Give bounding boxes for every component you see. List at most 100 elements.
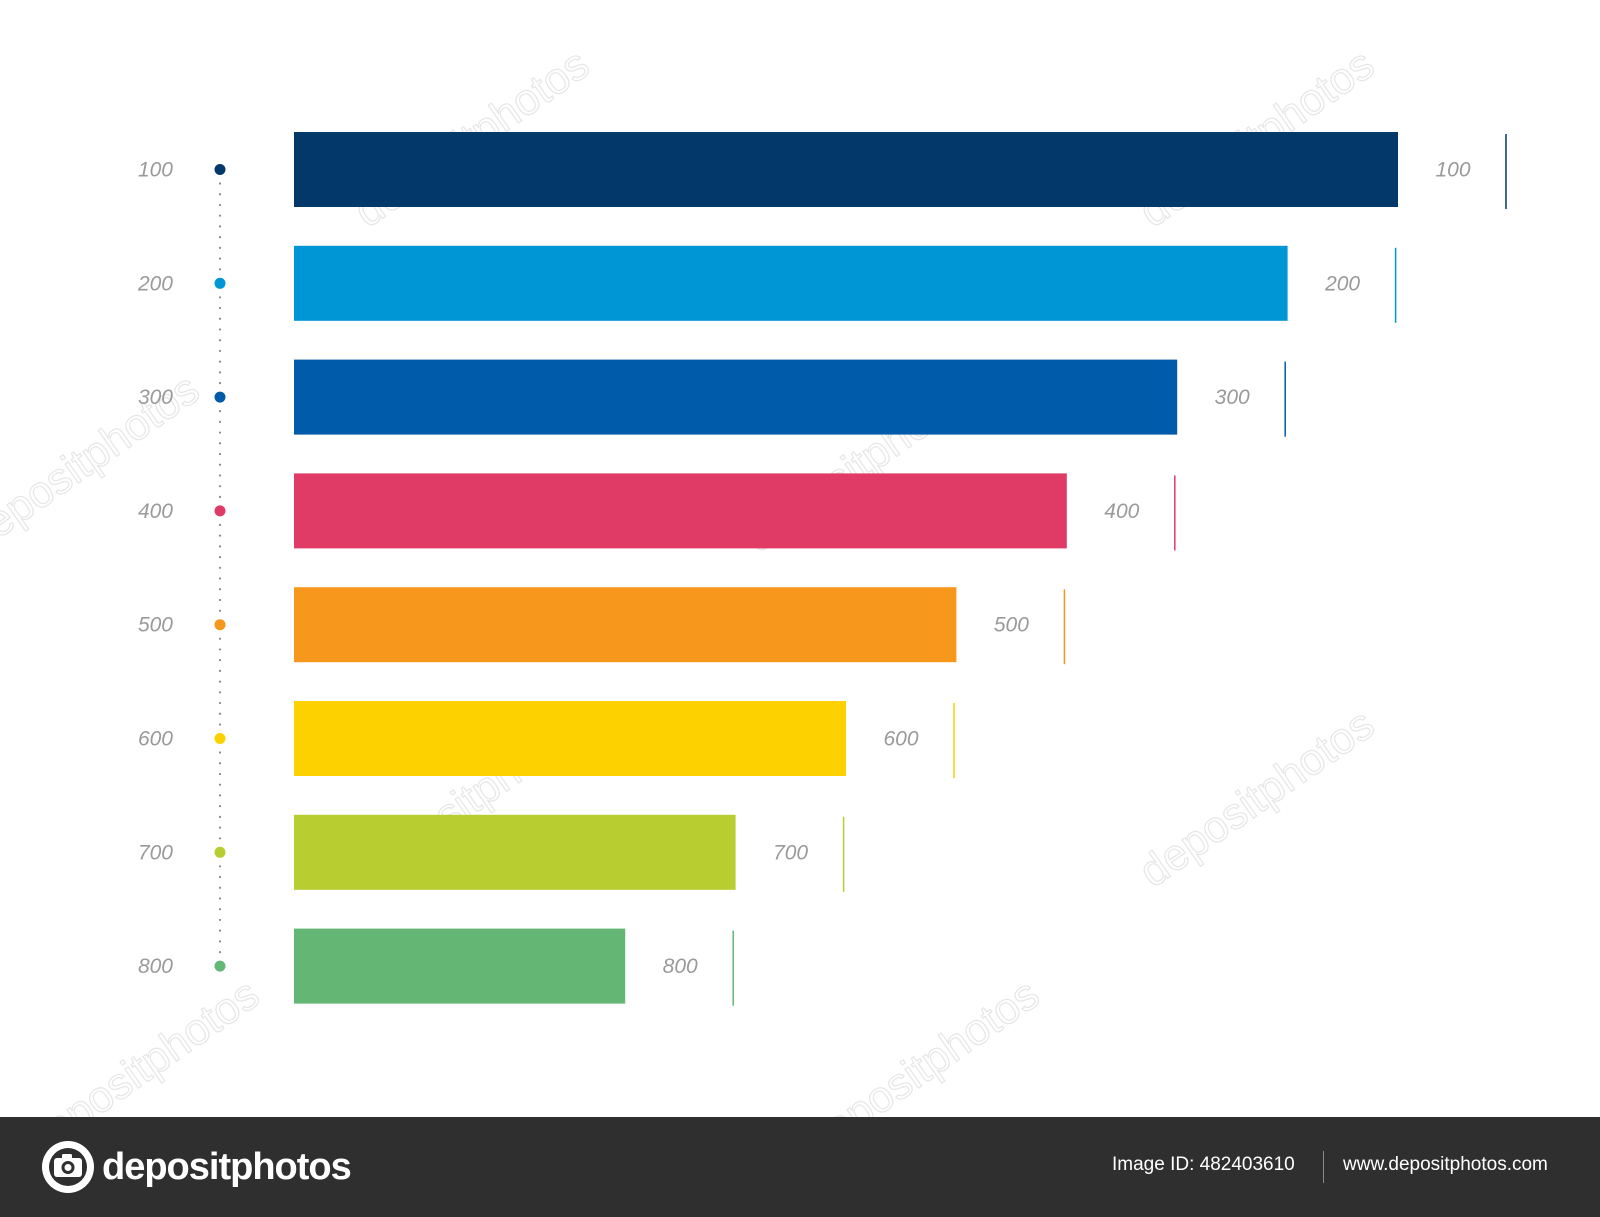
- bar-chart: depositphotos depositphotos depositphotos d…: [0, 39, 1507, 1117]
- category-label: 300: [138, 386, 173, 409]
- timeline-dot: [218, 783, 222, 786]
- site-url-link[interactable]: www.depositphotos.com: [1343, 1154, 1548, 1175]
- bar: [294, 701, 846, 776]
- timeline-dot: [218, 772, 222, 776]
- category-marker: [214, 277, 226, 289]
- timeline-dot: [218, 420, 222, 423]
- timeline-dot: [218, 349, 222, 353]
- timeline-dot: [218, 268, 222, 271]
- timeline-dot: [218, 609, 222, 612]
- timeline-dot: [218, 474, 222, 477]
- footer-bar: depositphotos Image ID: 482403610 www.de…: [0, 1117, 1600, 1217]
- timeline-dot: [218, 837, 222, 840]
- timeline-dot: [218, 452, 222, 456]
- timeline-dot: [218, 545, 222, 548]
- timeline-dot: [218, 257, 222, 260]
- timeline-dot: [218, 431, 222, 434]
- image-id-text: Image ID: 482403610: [1112, 1154, 1295, 1175]
- timeline-dot: [218, 371, 222, 374]
- bar: [294, 587, 957, 663]
- timeline-dot: [218, 701, 222, 705]
- category-marker: [214, 733, 226, 744]
- timeline-dot: [218, 203, 222, 207]
- bar: [294, 359, 1178, 435]
- timeline-dot: [218, 193, 222, 196]
- timeline-dot: [218, 598, 222, 602]
- value-label: 300: [1215, 386, 1250, 409]
- timeline-dot: [218, 410, 222, 413]
- timeline-dot: [218, 296, 222, 299]
- timeline-dot: [218, 805, 222, 808]
- bar: [294, 245, 1288, 321]
- timeline-dot: [218, 659, 222, 662]
- value-label: 800: [663, 955, 698, 978]
- timeline-dot: [218, 523, 222, 527]
- timeline-dot: [218, 648, 222, 651]
- timeline-dot: [218, 577, 222, 580]
- timeline-dot: [218, 723, 222, 726]
- value-label: 600: [883, 728, 918, 751]
- watermark-text: depositphotos: [15, 969, 268, 1117]
- timeline-dot: [218, 637, 222, 640]
- value-label: 700: [773, 841, 808, 864]
- timeline-dot: [218, 534, 222, 537]
- timeline-dot: [218, 918, 222, 922]
- watermark-text: depositphotos: [795, 969, 1048, 1117]
- timeline-dot: [218, 886, 222, 889]
- timeline-dot: [218, 929, 222, 932]
- depositphotos-logo[interactable]: depositphotos: [40, 1139, 352, 1195]
- category-marker: [214, 505, 226, 517]
- camera-logo-icon: [42, 1141, 94, 1193]
- timeline-dot: [218, 236, 222, 239]
- timeline-dot: [218, 214, 222, 217]
- timeline-dot: [218, 762, 222, 765]
- value-label: 100: [1435, 159, 1470, 182]
- timeline-dot: [218, 875, 222, 879]
- bar: [294, 814, 736, 890]
- bars-group: 100 200 300 400 500 600 700 800: [294, 132, 1507, 1006]
- category-marker: [214, 619, 226, 631]
- timeline-dot: [218, 225, 222, 228]
- timeline-dot: [218, 588, 222, 591]
- timeline-dot: [218, 495, 222, 498]
- value-label: 400: [1104, 500, 1139, 523]
- category-marker: [214, 391, 226, 403]
- timeline-dot: [218, 382, 222, 385]
- timeline-dot: [218, 826, 222, 829]
- timeline-dot: [218, 182, 222, 185]
- footer-divider: [1323, 1151, 1324, 1183]
- category-label: 800: [138, 955, 173, 978]
- timeline-dot: [218, 246, 222, 249]
- category-label: 400: [138, 500, 173, 523]
- timeline-dot: [218, 815, 222, 818]
- category-label: 500: [138, 614, 173, 637]
- timeline-dot: [218, 317, 222, 320]
- watermark-text: depositphotos: [0, 364, 208, 561]
- timeline-dot: [218, 865, 222, 868]
- timeline-dot: [218, 328, 222, 331]
- category-marker: [214, 164, 226, 175]
- timeline-dot: [218, 360, 222, 363]
- timeline-dot: [218, 463, 222, 466]
- watermark-text: depositphotos: [1130, 699, 1383, 896]
- logo-wordmark: depositphotos: [102, 1145, 352, 1188]
- value-label: 500: [994, 614, 1029, 637]
- timeline-dot: [218, 339, 222, 342]
- timeline-dot: [218, 908, 222, 911]
- timeline-dot: [218, 794, 222, 797]
- timeline-dot: [218, 442, 222, 445]
- bar: [294, 473, 1067, 549]
- timeline-dot: [218, 680, 222, 683]
- bar: [294, 132, 1398, 207]
- category-label: 600: [138, 728, 173, 751]
- category-marker: [214, 960, 226, 972]
- bar: [294, 928, 626, 1004]
- category-label: 100: [138, 159, 173, 182]
- timeline-dot: [218, 751, 222, 754]
- timeline-dot: [218, 566, 222, 569]
- category-marker: [214, 846, 226, 858]
- category-timeline: 100 200 300 400 500 600 700 800: [137, 159, 226, 978]
- timeline-dot: [218, 940, 222, 943]
- category-label: 200: [137, 272, 173, 295]
- value-label: 200: [1324, 272, 1360, 295]
